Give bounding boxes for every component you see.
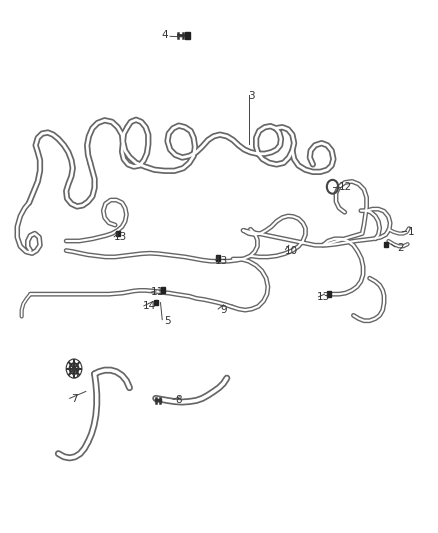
Bar <box>185 32 191 39</box>
Text: 12: 12 <box>339 182 352 192</box>
Text: 10: 10 <box>284 246 297 255</box>
Text: 4: 4 <box>161 30 168 41</box>
Bar <box>327 292 331 297</box>
Text: 13: 13 <box>215 256 228 266</box>
Text: 9: 9 <box>220 305 227 315</box>
Text: 13: 13 <box>114 232 127 243</box>
Text: 11: 11 <box>150 287 164 297</box>
Text: 7: 7 <box>71 394 78 405</box>
Text: 1: 1 <box>408 227 414 237</box>
Text: 8: 8 <box>176 395 182 406</box>
Bar <box>116 231 120 236</box>
Text: 3: 3 <box>248 91 255 101</box>
Bar <box>216 255 220 261</box>
Text: 14: 14 <box>142 301 156 311</box>
Bar <box>384 242 388 247</box>
Bar <box>161 287 165 293</box>
Text: 13: 13 <box>317 292 330 302</box>
Text: 2: 2 <box>397 243 403 253</box>
Bar <box>154 300 158 305</box>
Text: 5: 5 <box>164 316 171 326</box>
Text: 6: 6 <box>71 370 78 381</box>
